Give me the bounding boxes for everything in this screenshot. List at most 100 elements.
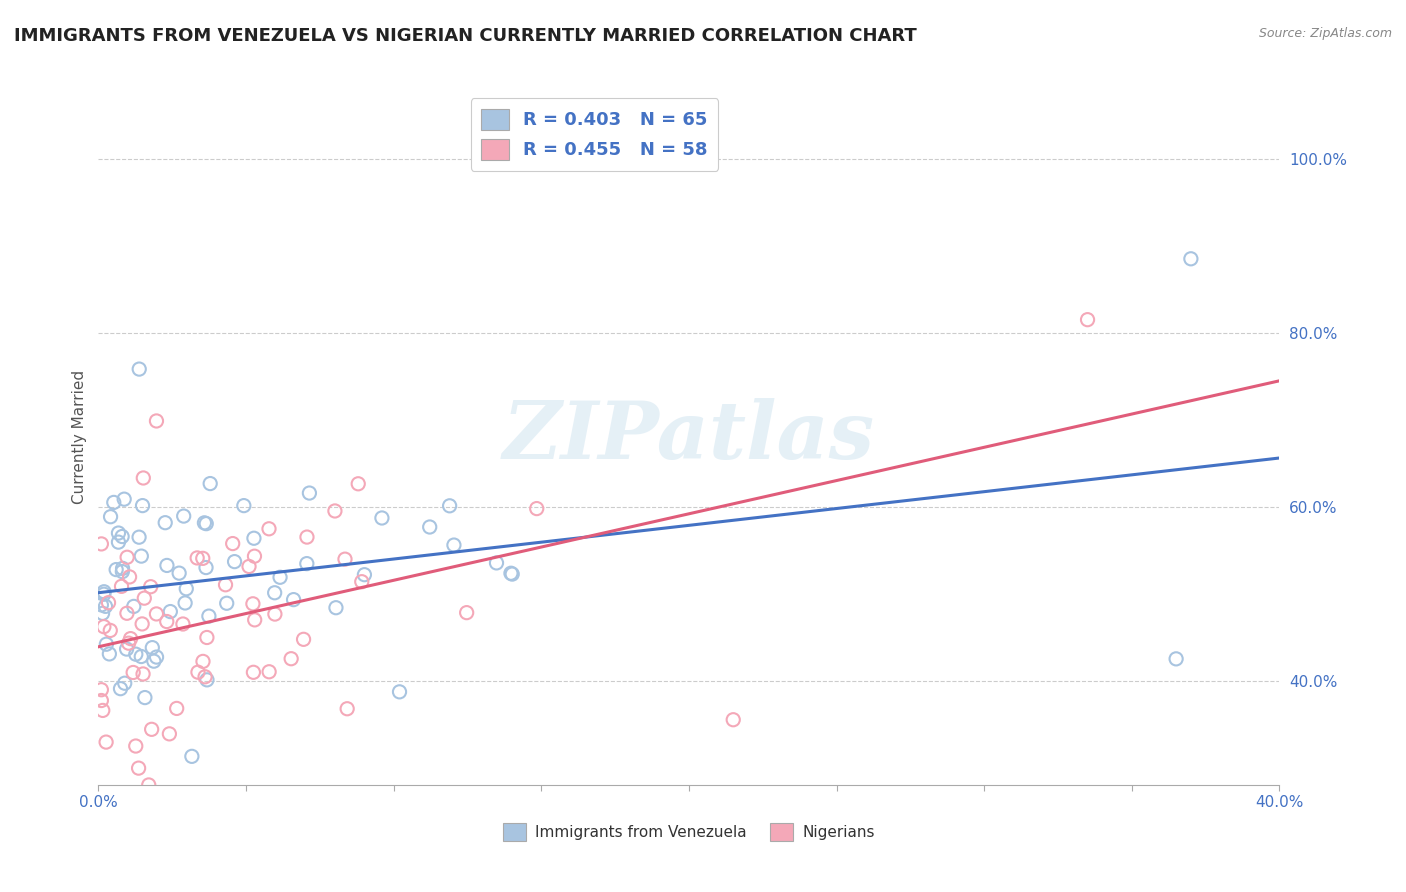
Point: [107, 526, 129, 541]
Point: [129, 649, 152, 664]
Point: [90, 537, 112, 551]
Point: [93, 620, 115, 634]
Point: [191, 551, 214, 566]
Point: [110, 579, 132, 593]
Point: [323, 504, 346, 518]
Point: [90, 693, 112, 707]
Point: [122, 665, 145, 680]
Point: [353, 567, 375, 582]
Point: [257, 665, 280, 679]
Point: [333, 552, 356, 566]
Point: [90, 598, 112, 612]
Point: [215, 596, 238, 610]
Point: [526, 501, 548, 516]
Point: [243, 549, 266, 564]
Point: [93, 587, 115, 601]
Point: [98, 647, 121, 661]
Point: [347, 476, 370, 491]
Point: [180, 749, 202, 764]
Point: [139, 580, 162, 594]
Point: [138, 778, 160, 792]
Point: [93, 584, 115, 599]
Point: [501, 567, 523, 582]
Point: [295, 530, 318, 544]
Point: [115, 607, 138, 621]
Point: [186, 550, 208, 565]
Point: [128, 362, 150, 376]
Point: [156, 558, 179, 573]
Point: [173, 509, 195, 524]
Point: [107, 535, 129, 549]
Point: [145, 414, 167, 428]
Point: [232, 499, 254, 513]
Point: [1180, 252, 1202, 266]
Y-axis label: Currently Married: Currently Married: [72, 370, 87, 504]
Point: [142, 654, 165, 668]
Point: [195, 673, 218, 687]
Point: [443, 538, 465, 552]
Point: [243, 531, 266, 545]
Point: [103, 495, 125, 509]
Point: [257, 522, 280, 536]
Point: [439, 499, 461, 513]
Point: [117, 636, 139, 650]
Point: [295, 557, 318, 571]
Point: [111, 565, 134, 579]
Point: [238, 559, 260, 574]
Point: [723, 713, 745, 727]
Point: [90, 682, 112, 697]
Point: [283, 592, 305, 607]
Point: [111, 529, 134, 543]
Point: [96, 637, 118, 651]
Point: [195, 516, 218, 531]
Point: [94, 735, 117, 749]
Point: [350, 574, 373, 589]
Point: [145, 607, 167, 621]
Point: [221, 536, 243, 550]
Point: [242, 597, 264, 611]
Point: [1166, 652, 1188, 666]
Point: [91, 607, 114, 621]
Legend: Immigrants from Venezuela, Nigerians: Immigrants from Venezuela, Nigerians: [498, 817, 880, 847]
Point: [105, 563, 128, 577]
Point: [141, 640, 163, 655]
Point: [214, 578, 236, 592]
Point: [132, 667, 155, 681]
Text: IMMIGRANTS FROM VENEZUELA VS NIGERIAN CURRENTLY MARRIED CORRELATION CHART: IMMIGRANTS FROM VENEZUELA VS NIGERIAN CU…: [14, 27, 917, 45]
Point: [198, 609, 221, 624]
Text: Source: ZipAtlas.com: Source: ZipAtlas.com: [1258, 27, 1392, 40]
Point: [91, 703, 114, 717]
Point: [325, 600, 347, 615]
Point: [110, 681, 132, 696]
Point: [166, 701, 188, 715]
Point: [388, 685, 411, 699]
Point: [167, 566, 190, 581]
Point: [159, 605, 181, 619]
Point: [145, 650, 167, 665]
Point: [263, 586, 285, 600]
Point: [243, 613, 266, 627]
Point: [264, 607, 287, 621]
Point: [155, 516, 177, 530]
Point: [499, 566, 522, 581]
Point: [174, 596, 197, 610]
Point: [125, 739, 148, 753]
Point: [94, 599, 117, 614]
Point: [280, 651, 302, 665]
Point: [132, 471, 155, 485]
Point: [419, 520, 441, 534]
Point: [242, 665, 264, 680]
Point: [194, 670, 217, 684]
Point: [112, 492, 135, 507]
Point: [98, 624, 121, 638]
Point: [131, 549, 153, 563]
Point: [336, 702, 359, 716]
Point: [131, 499, 153, 513]
Point: [141, 723, 163, 737]
Point: [195, 560, 218, 574]
Point: [172, 617, 194, 632]
Point: [371, 511, 394, 525]
Point: [111, 561, 134, 575]
Point: [128, 761, 150, 775]
Point: [120, 632, 142, 646]
